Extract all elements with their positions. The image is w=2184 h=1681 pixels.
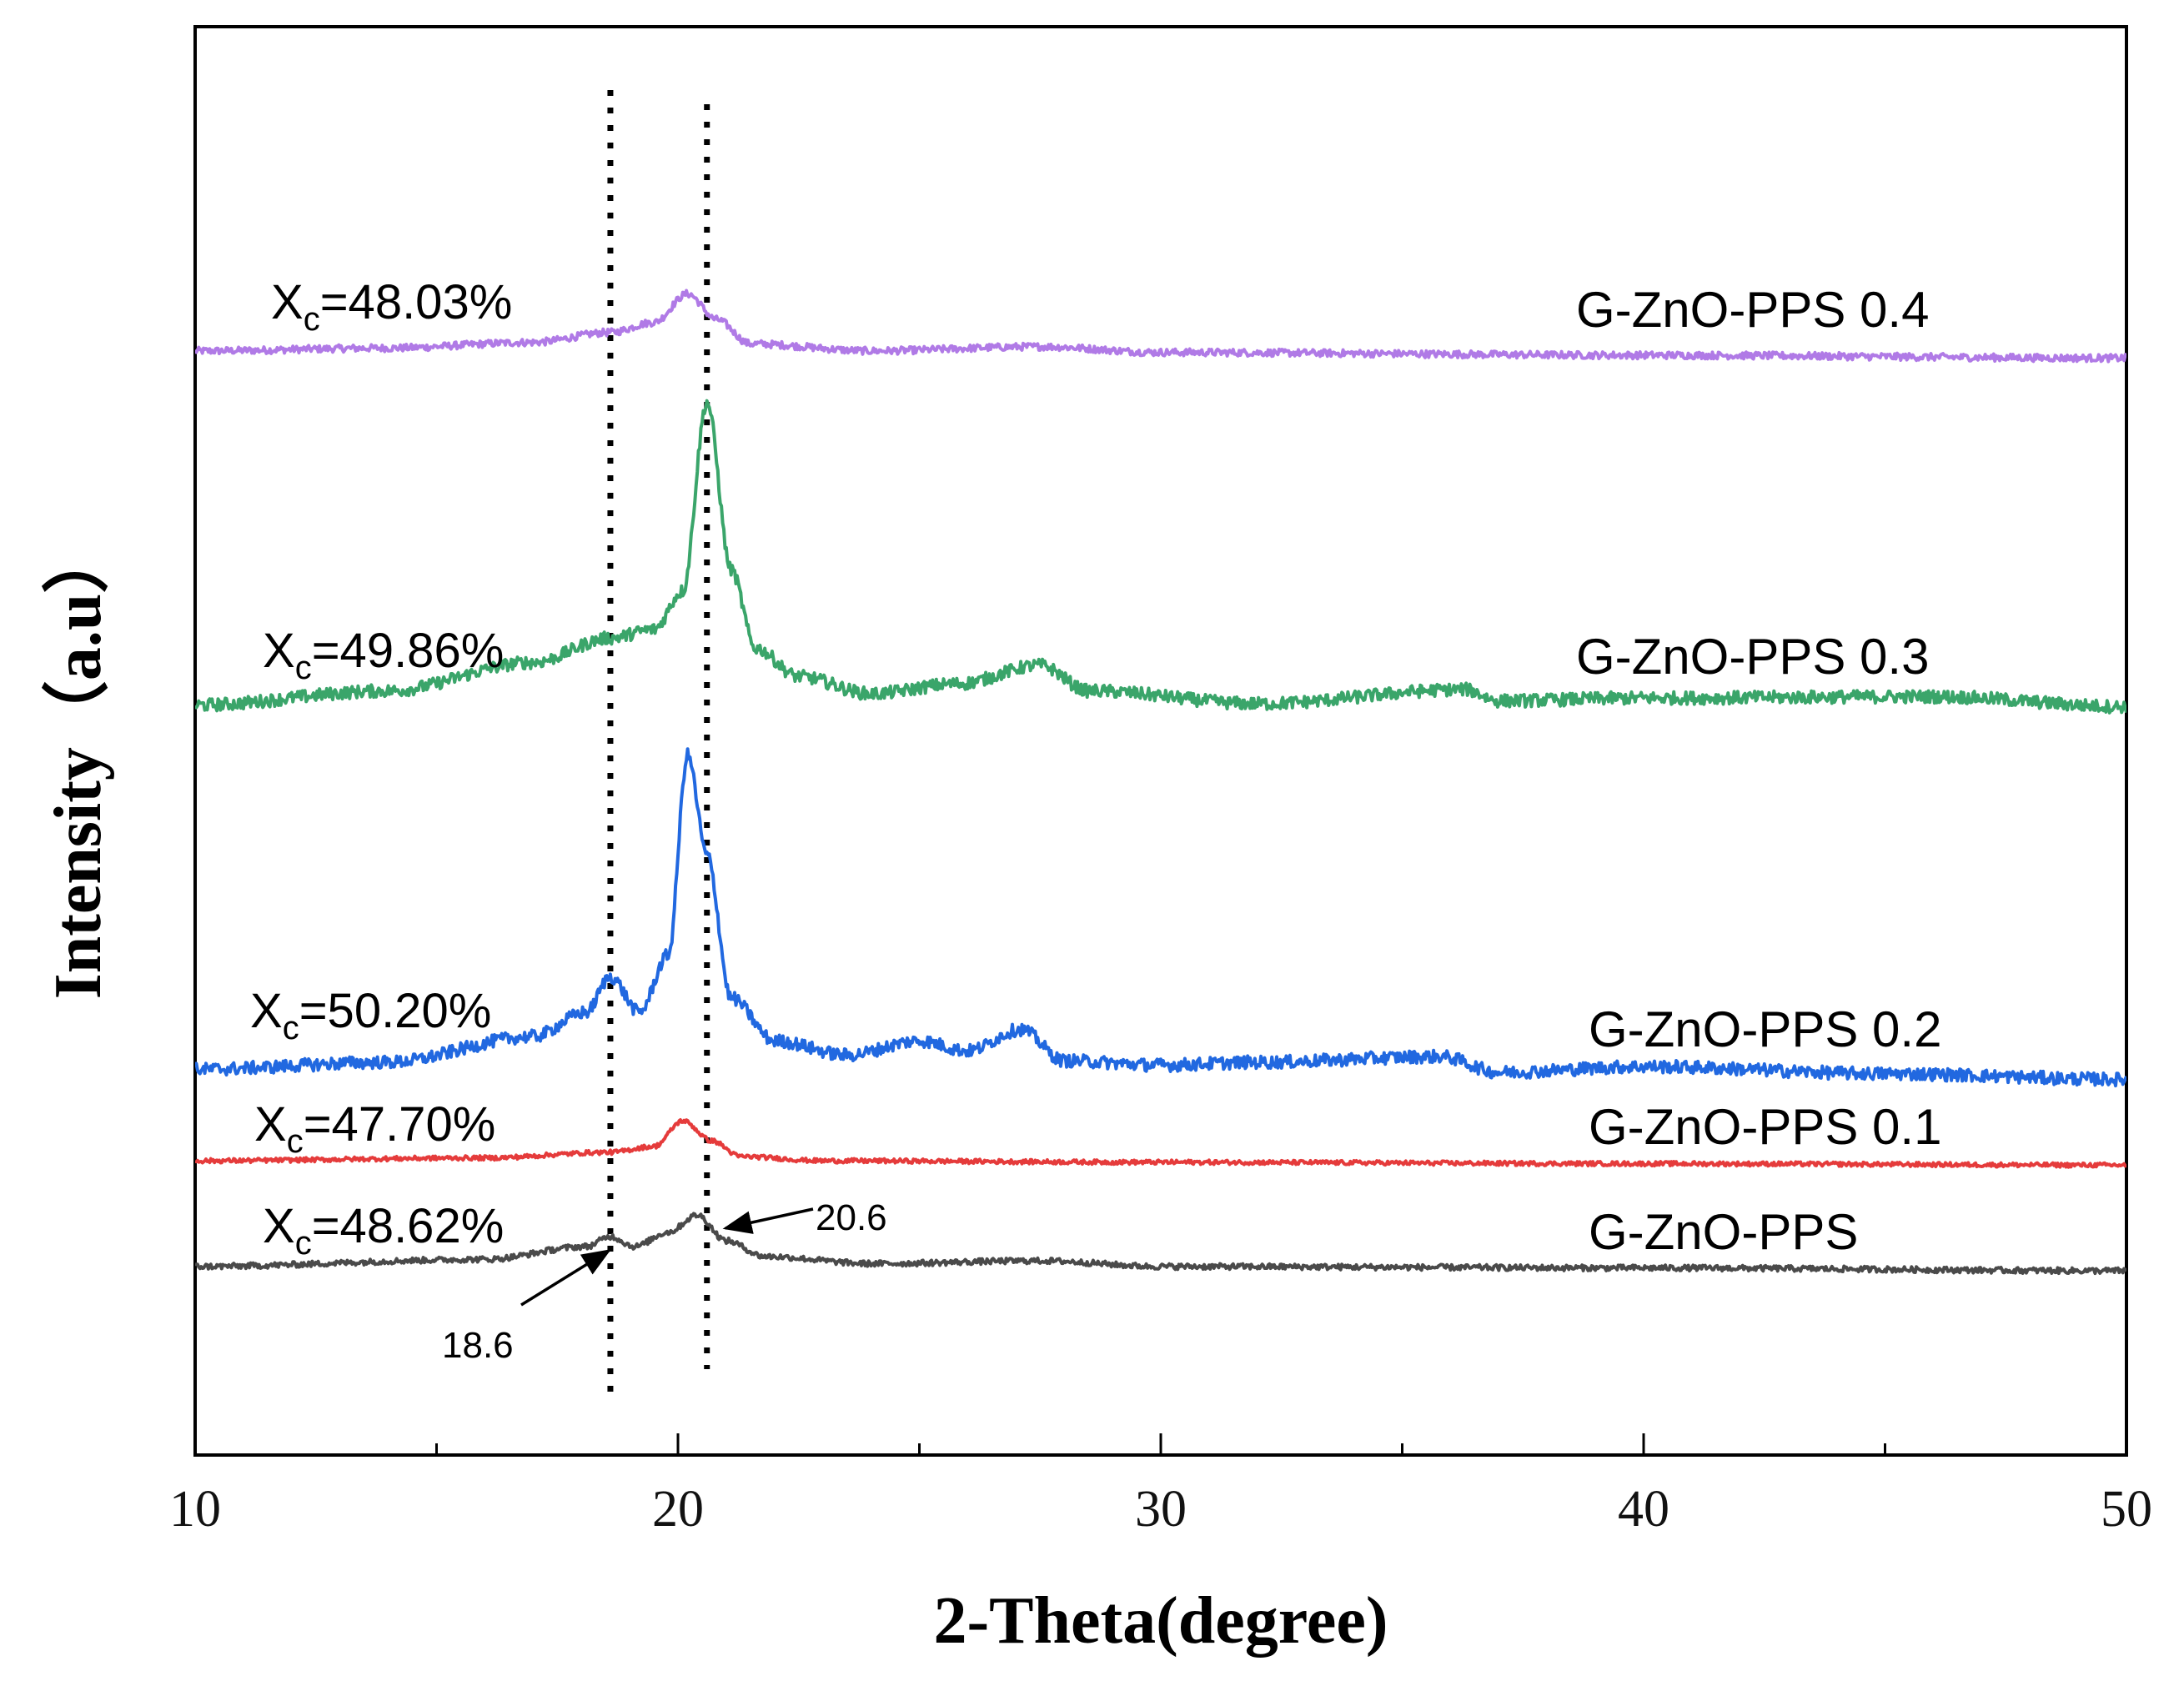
- x-tick-label: 20: [652, 1481, 704, 1538]
- peak-annotation-18-6: 18.6: [442, 1249, 611, 1366]
- series-line-g-zno-pps-0-4: [195, 289, 2126, 364]
- series-label: G-ZnO-PPS 0.3: [1576, 629, 1929, 685]
- annotation-arrow-18-6: [520, 1249, 611, 1307]
- x-tick-label: 50: [2101, 1481, 2152, 1538]
- y-axis-title: Intensity（a.u）: [42, 527, 115, 1000]
- annotation-arrow-20-6: [722, 1207, 814, 1234]
- crystallinity-label: Xc=47.70%: [254, 1097, 495, 1160]
- series-line-g-zno-pps: [195, 1212, 2126, 1276]
- peak-annotation-20-6: 20.6: [722, 1197, 887, 1238]
- crystallinity-label: Xc=48.62%: [263, 1199, 504, 1262]
- x-tick-label: 40: [1618, 1481, 1669, 1538]
- series-label: G-ZnO-PPS 0.4: [1576, 282, 1929, 338]
- reference-lines: [607, 90, 710, 1392]
- series-line-g-zno-pps-0-1: [195, 1118, 2126, 1169]
- series-group: [195, 289, 2126, 1276]
- series-label: G-ZnO-PPS 0.1: [1589, 1099, 1941, 1155]
- series-label: G-ZnO-PPS: [1589, 1204, 1858, 1260]
- crystallinity-label: Xc=50.20%: [250, 984, 491, 1046]
- x-axis-ticks: 10 20 30 40 50: [169, 1433, 2152, 1538]
- x-tick-label: 10: [169, 1481, 221, 1538]
- annotation-label-18-6: 18.6: [442, 1325, 514, 1366]
- series-label: G-ZnO-PPS 0.2: [1589, 1001, 1941, 1057]
- x-tick-label: 30: [1135, 1481, 1187, 1538]
- series-line-g-zno-pps-0-3: [195, 399, 2126, 715]
- x-axis-title: 2-Theta(degree): [934, 1584, 1388, 1658]
- crystallinity-label: Xc=49.86%: [263, 624, 504, 686]
- series-labels: G-ZnO-PPS 0.4 Xc=48.03% G-ZnO-PPS 0.3 Xc=49…: [250, 275, 1941, 1262]
- series-line-g-zno-pps-0-2: [195, 747, 2126, 1088]
- crystallinity-label: Xc=48.03%: [271, 275, 512, 338]
- annotation-label-20-6: 20.6: [816, 1197, 887, 1238]
